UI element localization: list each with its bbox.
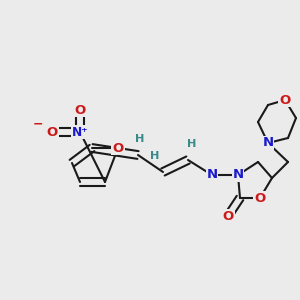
Text: O: O: [46, 125, 58, 139]
Text: H: H: [135, 134, 145, 144]
Text: −: −: [33, 118, 43, 130]
Text: H: H: [187, 139, 197, 149]
Text: O: O: [254, 191, 266, 205]
Text: O: O: [279, 94, 291, 106]
Text: O: O: [112, 142, 124, 154]
Text: N: N: [206, 169, 218, 182]
Text: O: O: [74, 103, 86, 116]
Text: N: N: [262, 136, 274, 149]
Text: N⁺: N⁺: [72, 125, 88, 139]
Text: N: N: [232, 169, 244, 182]
Text: O: O: [222, 209, 234, 223]
Text: H: H: [150, 151, 160, 161]
Text: N: N: [262, 136, 274, 149]
